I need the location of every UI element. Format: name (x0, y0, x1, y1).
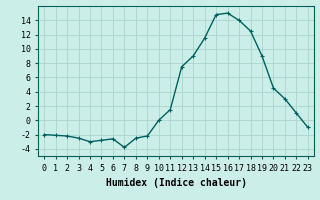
X-axis label: Humidex (Indice chaleur): Humidex (Indice chaleur) (106, 178, 246, 188)
